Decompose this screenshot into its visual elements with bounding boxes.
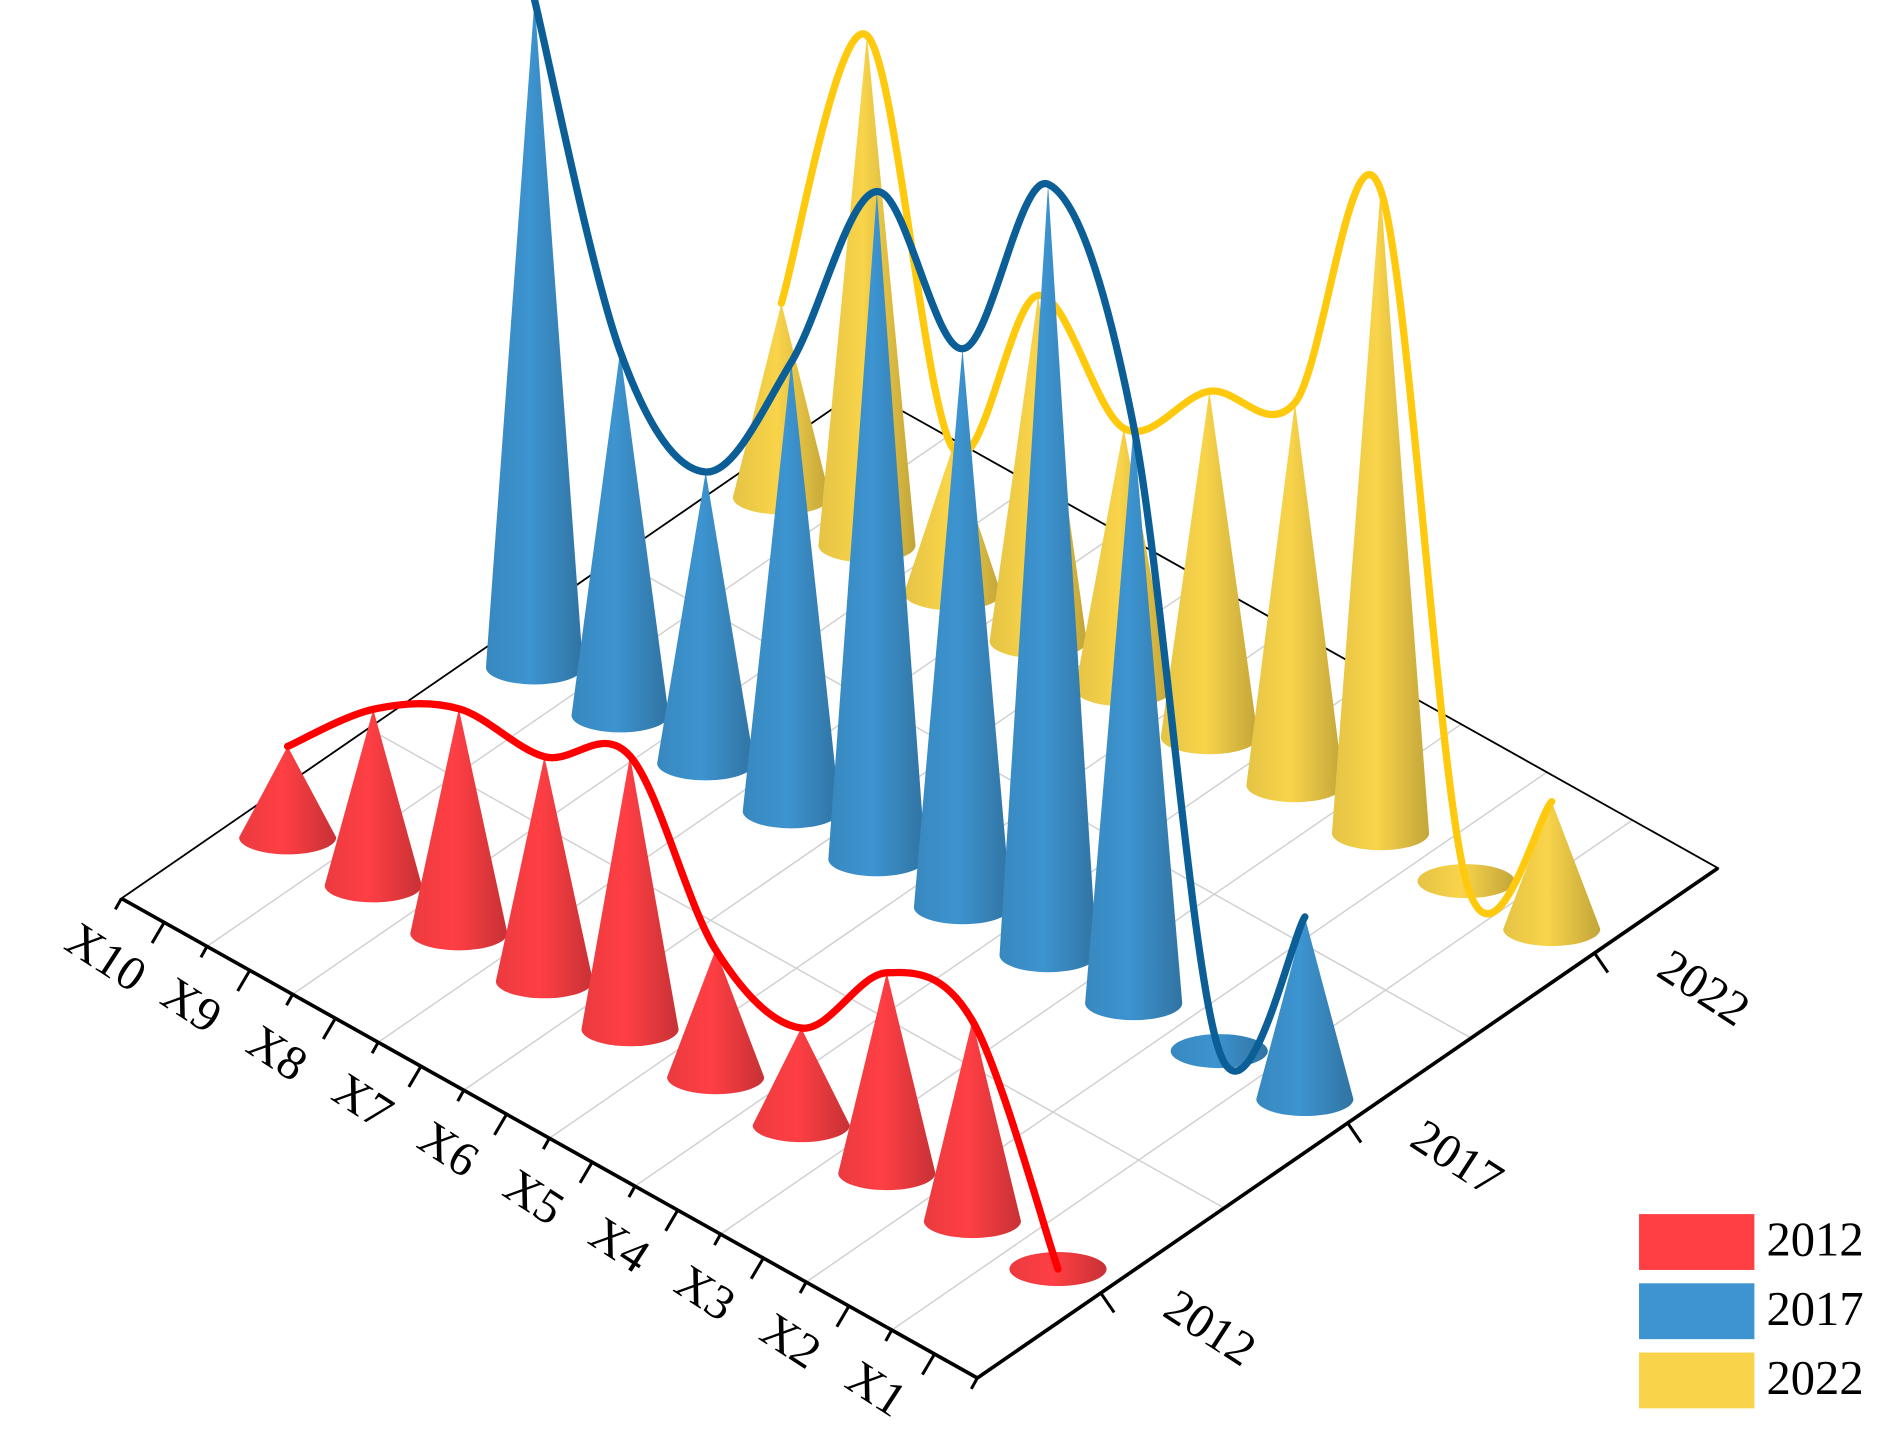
series-tick <box>1346 1122 1363 1144</box>
cone <box>239 746 337 855</box>
legend-swatch <box>1639 1214 1755 1270</box>
minor-tick <box>627 1185 637 1198</box>
x-tick <box>664 1209 680 1232</box>
cone <box>828 191 926 877</box>
minor-tick <box>969 1377 979 1390</box>
minor-tick <box>456 1089 466 1102</box>
x-tick-label: X7 <box>323 1062 402 1140</box>
minor-tick <box>114 897 123 911</box>
cone <box>581 756 679 1047</box>
cone <box>1085 426 1183 1021</box>
minor-tick <box>713 1233 722 1246</box>
x-tick <box>236 969 252 992</box>
legend-label: 2012 <box>1767 1213 1864 1267</box>
series-tick <box>1593 952 1610 974</box>
x-tick-label: X6 <box>409 1110 488 1188</box>
cone <box>1256 916 1354 1117</box>
x-tick-label: X2 <box>751 1302 830 1380</box>
series-tick-label: 2017 <box>1402 1109 1513 1207</box>
x-tick <box>921 1353 936 1376</box>
series-line <box>777 30 1556 918</box>
x-tick <box>749 1257 765 1280</box>
cone <box>913 348 1012 925</box>
minor-tick <box>370 1041 380 1054</box>
x-tick-label: X3 <box>666 1254 745 1332</box>
x-tick-label: X9 <box>152 966 231 1044</box>
x-tick <box>150 921 166 944</box>
x-tick-label: X5 <box>495 1158 574 1236</box>
cone <box>752 1028 850 1143</box>
series-tick-label: 2012 <box>1155 1279 1266 1377</box>
grid-line <box>891 819 1633 1331</box>
x-tick <box>407 1065 423 1088</box>
cone <box>732 303 830 515</box>
cone <box>923 1020 1021 1239</box>
x-tick <box>835 1305 851 1328</box>
cone <box>1331 189 1430 851</box>
x-tick-label: X8 <box>238 1014 317 1092</box>
legend-swatch <box>1639 1283 1755 1340</box>
cone <box>838 972 936 1191</box>
cone <box>410 708 508 951</box>
cone <box>571 351 669 733</box>
cone <box>1160 391 1258 755</box>
x-tick <box>493 1113 508 1136</box>
series-line <box>530 0 1309 1075</box>
series-line <box>283 700 1062 1273</box>
minor-tick <box>541 1137 551 1150</box>
legend-label: 2017 <box>1767 1282 1864 1336</box>
cone <box>657 471 755 781</box>
grid-line <box>367 727 1225 1209</box>
cone <box>1503 801 1601 947</box>
series-tick <box>1099 1292 1116 1314</box>
cone <box>667 949 765 1095</box>
legend-swatch <box>1639 1352 1755 1409</box>
cone <box>485 0 584 685</box>
minor-tick <box>285 993 294 1007</box>
minor-tick <box>884 1329 894 1342</box>
x-tick-label: X4 <box>580 1206 659 1284</box>
cone <box>999 184 1097 973</box>
x-tick <box>321 1017 337 1040</box>
cone <box>495 756 593 999</box>
x-tick-label: X10 <box>56 912 156 1003</box>
minor-tick <box>798 1281 808 1294</box>
cone <box>742 362 840 829</box>
series-tick-label: 2022 <box>1649 939 1760 1037</box>
legend-label: 2022 <box>1767 1351 1864 1405</box>
x-tick <box>578 1161 594 1184</box>
cone <box>1246 402 1344 803</box>
grid-line <box>805 771 1548 1283</box>
x-tick-label: X1 <box>837 1350 916 1428</box>
cone <box>324 709 422 903</box>
minor-tick <box>199 945 209 959</box>
